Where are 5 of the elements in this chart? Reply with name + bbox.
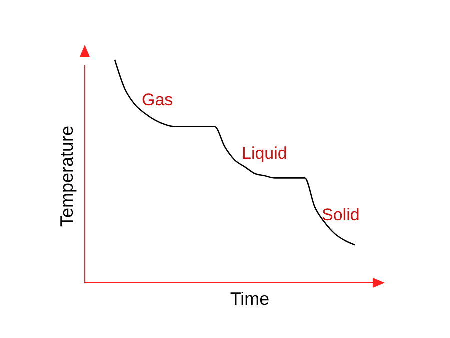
annotation: Solid — [322, 205, 360, 224]
y-axis-title: Temperature — [57, 126, 77, 228]
annotation: Liquid — [242, 144, 288, 164]
x-axis-title: Time — [230, 289, 270, 309]
annotation: Gas — [142, 90, 174, 110]
